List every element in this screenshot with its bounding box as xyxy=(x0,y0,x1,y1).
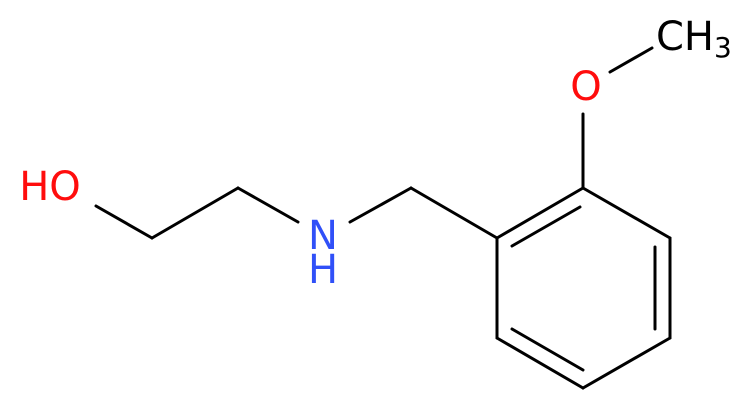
bond xyxy=(608,46,654,74)
bond xyxy=(581,336,672,390)
atom-label: N xyxy=(308,213,338,259)
atom-label: CH3 xyxy=(656,14,732,64)
bond xyxy=(581,186,672,240)
bond xyxy=(150,186,240,240)
bond xyxy=(495,336,585,390)
atom-label: HO xyxy=(19,164,81,210)
atom-label: O xyxy=(570,64,601,110)
atom-label: H xyxy=(308,247,338,293)
bond xyxy=(94,204,154,240)
bond xyxy=(236,186,300,224)
double-bond-inner xyxy=(510,205,582,248)
double-bond-inner xyxy=(510,327,585,372)
bond xyxy=(409,186,499,240)
methyl-text: CH xyxy=(656,14,714,60)
bond xyxy=(348,186,413,224)
methyl-subscript: 3 xyxy=(714,31,732,64)
bonds xyxy=(94,46,672,390)
bond xyxy=(495,186,585,240)
